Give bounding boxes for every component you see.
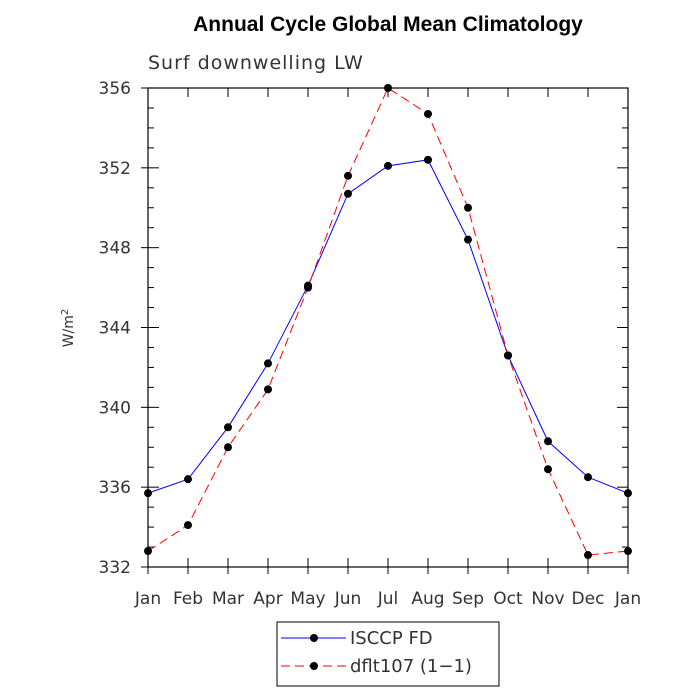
- data-point: [384, 161, 392, 170]
- y-tick-label: 352: [99, 159, 131, 179]
- y-tick-label: 332: [99, 558, 131, 578]
- x-tick-labels: Jan Feb Mar Apr May Jun Jul Aug Sep Oct Nov Dec Jan: [134, 589, 641, 609]
- data-point: [584, 551, 592, 560]
- legend-box: [276, 621, 500, 687]
- y-tick-labels: 332 336 340 344 348 352 356: [99, 79, 131, 578]
- data-point: [544, 465, 552, 474]
- y-tick-label: 336: [99, 478, 131, 498]
- x-tick-label: Jan: [134, 589, 161, 609]
- data-point: [264, 359, 272, 368]
- x-tick-label: Apr: [253, 589, 282, 609]
- data-point: [144, 489, 152, 498]
- data-point: [144, 547, 152, 556]
- y-tick-label: 340: [99, 398, 131, 418]
- legend-label-dflt107: dflt107 (1−1): [350, 656, 472, 677]
- x-tick-label: Feb: [173, 589, 203, 609]
- chart-title: Annual Cycle Global Mean Climatology: [193, 13, 583, 36]
- data-point: [264, 385, 272, 394]
- axis-ticks: [141, 87, 629, 574]
- legend-marker-isccp: [310, 634, 318, 642]
- data-point: [424, 109, 432, 118]
- x-tick-label: Jan: [614, 589, 641, 609]
- data-point: [344, 189, 352, 198]
- data-point: [624, 489, 632, 498]
- data-point: [384, 84, 392, 92]
- legend-marker-dflt107: [310, 662, 318, 670]
- x-tick-label: Aug: [411, 589, 444, 609]
- data-point: [424, 155, 432, 164]
- x-tick-label: Jul: [377, 589, 399, 609]
- y-axis-label: W/m2: [60, 309, 77, 348]
- data-point: [224, 423, 232, 432]
- x-tick-label: May: [290, 589, 325, 609]
- data-point: [464, 235, 472, 244]
- y-tick-label: 356: [99, 79, 131, 99]
- series-group: [144, 84, 632, 560]
- data-point: [584, 473, 592, 482]
- x-tick-label: Mar: [212, 589, 244, 609]
- x-tick-label: Jun: [334, 589, 362, 609]
- plot-frame: [147, 87, 629, 568]
- data-point: [184, 521, 192, 530]
- x-tick-label: Dec: [572, 589, 605, 609]
- data-point: [624, 547, 632, 556]
- series-line-1: [147, 87, 629, 556]
- data-point: [544, 437, 552, 446]
- series-line-0: [147, 159, 629, 494]
- data-point: [344, 171, 352, 180]
- data-point: [504, 351, 512, 360]
- data-point: [224, 443, 232, 452]
- data-point: [304, 283, 312, 292]
- y-tick-label: 348: [99, 239, 131, 259]
- legend: ISCCP FD dflt107 (1−1): [276, 621, 500, 687]
- chart-subtitle: Surf downwelling LW: [148, 52, 364, 74]
- y-tick-label: 344: [99, 319, 131, 339]
- x-tick-label: Oct: [493, 589, 523, 609]
- x-tick-label: Nov: [531, 589, 564, 609]
- x-tick-label: Sep: [452, 589, 484, 609]
- data-point: [184, 475, 192, 484]
- data-point: [464, 203, 472, 212]
- legend-label-isccp: ISCCP FD: [350, 628, 433, 649]
